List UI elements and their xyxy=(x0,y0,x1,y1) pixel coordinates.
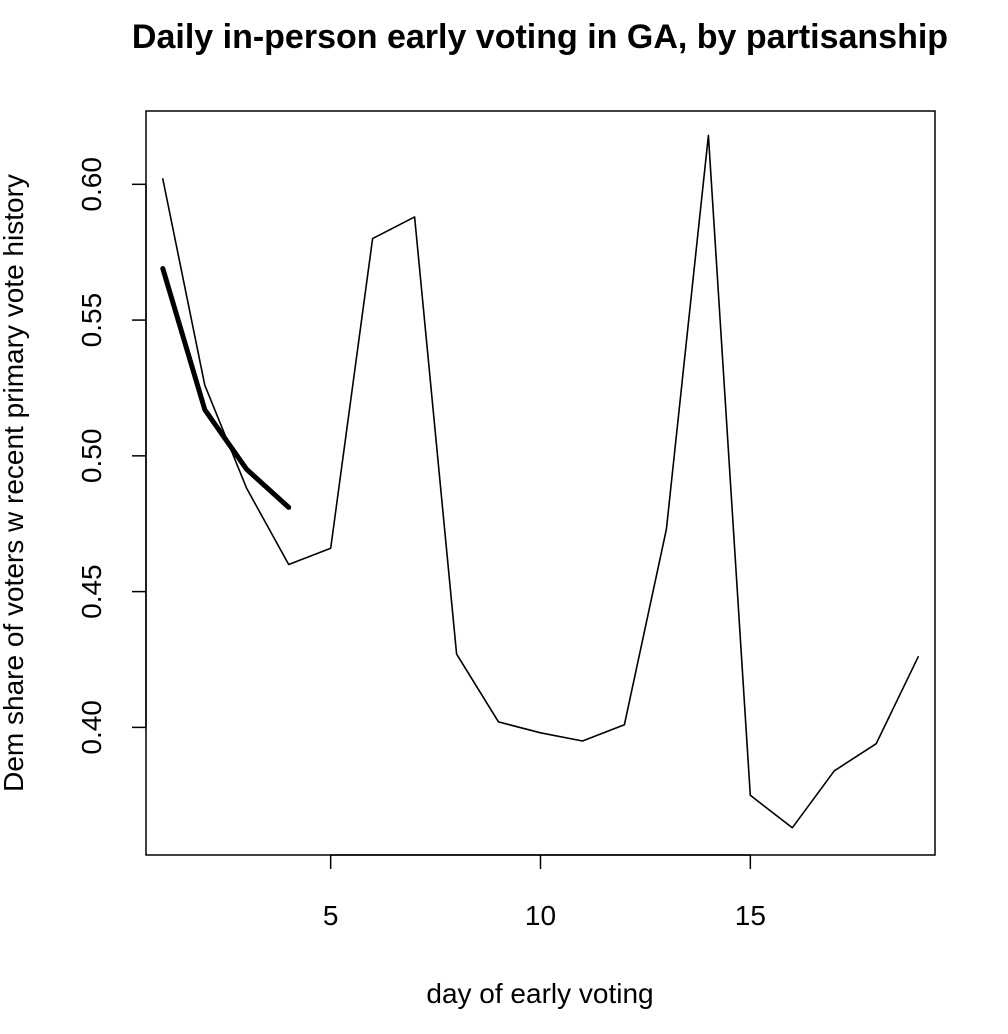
series-layer xyxy=(160,134,920,829)
y-tick-label: 0.40 xyxy=(76,700,107,755)
chart-title: Daily in-person early voting in GA, by p… xyxy=(132,18,948,56)
series-line-thick xyxy=(160,266,292,510)
y-tick-label: 0.60 xyxy=(76,157,107,212)
series-line-thin xyxy=(162,134,920,829)
y-axis: 0.40 0.45 0.50 0.55 0.60 xyxy=(76,157,147,755)
y-axis-label: Dem share of voters w recent primary vot… xyxy=(0,174,29,792)
y-tick-label: 0.45 xyxy=(76,564,107,619)
y-tick-label: 0.55 xyxy=(76,293,107,348)
y-tick-label: 0.50 xyxy=(76,429,107,484)
x-tick-label: 10 xyxy=(525,900,556,931)
x-tick-label: 5 xyxy=(323,900,339,931)
x-axis: 5 10 15 xyxy=(323,854,766,931)
x-tick-label: 15 xyxy=(735,900,766,931)
x-axis-label: day of early voting xyxy=(426,978,653,1009)
